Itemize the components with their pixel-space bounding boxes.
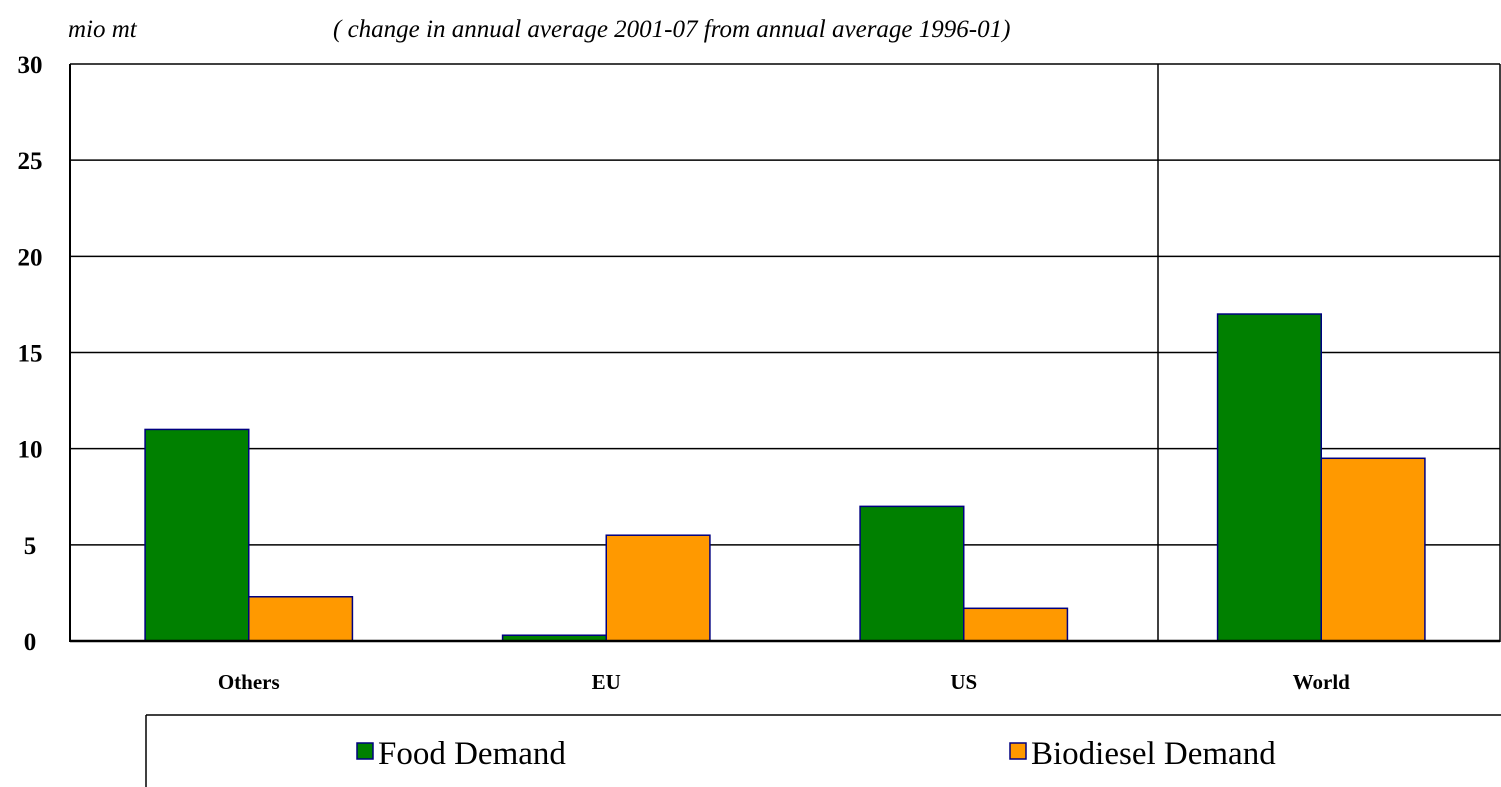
x-tick-label-world: World — [1293, 670, 1350, 694]
x-tick-label-others: Others — [218, 670, 280, 694]
legend-label-biodiesel-demand: Biodiesel Demand — [1031, 736, 1276, 772]
legend-label-food-demand: Food Demand — [378, 736, 566, 772]
y-tick-label-5: 5 — [24, 533, 37, 560]
y-tick-label-0: 0 — [24, 629, 37, 656]
bar-world-food-demand — [1216, 313, 1322, 642]
bars — [144, 313, 1426, 642]
legend-swatch-biodiesel-demand — [1009, 742, 1027, 760]
x-tick-labels: Others EU US World — [218, 670, 1350, 694]
y-tick-label-15: 15 — [18, 341, 43, 368]
legend-swatch-food-demand — [356, 742, 374, 760]
y-tick-label-30: 30 — [18, 52, 43, 79]
bar-eu-biodiesel-demand — [605, 534, 711, 642]
chart-subtitle: ( change in annual average 2001-07 from … — [333, 16, 1010, 43]
x-tick-label-eu: EU — [592, 670, 621, 694]
bar-others-food-demand — [144, 428, 250, 642]
y-tick-label-10: 10 — [18, 437, 43, 464]
bar-us-biodiesel-demand — [963, 607, 1069, 642]
y-tick-label-25: 25 — [18, 148, 43, 175]
legend: Food Demand Biodiesel Demand — [145, 714, 1501, 787]
y-tick-label-20: 20 — [18, 244, 43, 271]
y-tick-labels: 0 5 10 15 20 25 30 — [18, 52, 43, 656]
bar-others-biodiesel-demand — [248, 596, 354, 642]
x-tick-label-us: US — [950, 670, 977, 694]
bar-world-biodiesel-demand — [1320, 457, 1426, 642]
y-axis-title: mio mt — [68, 16, 138, 43]
bar-us-food-demand — [859, 505, 965, 642]
